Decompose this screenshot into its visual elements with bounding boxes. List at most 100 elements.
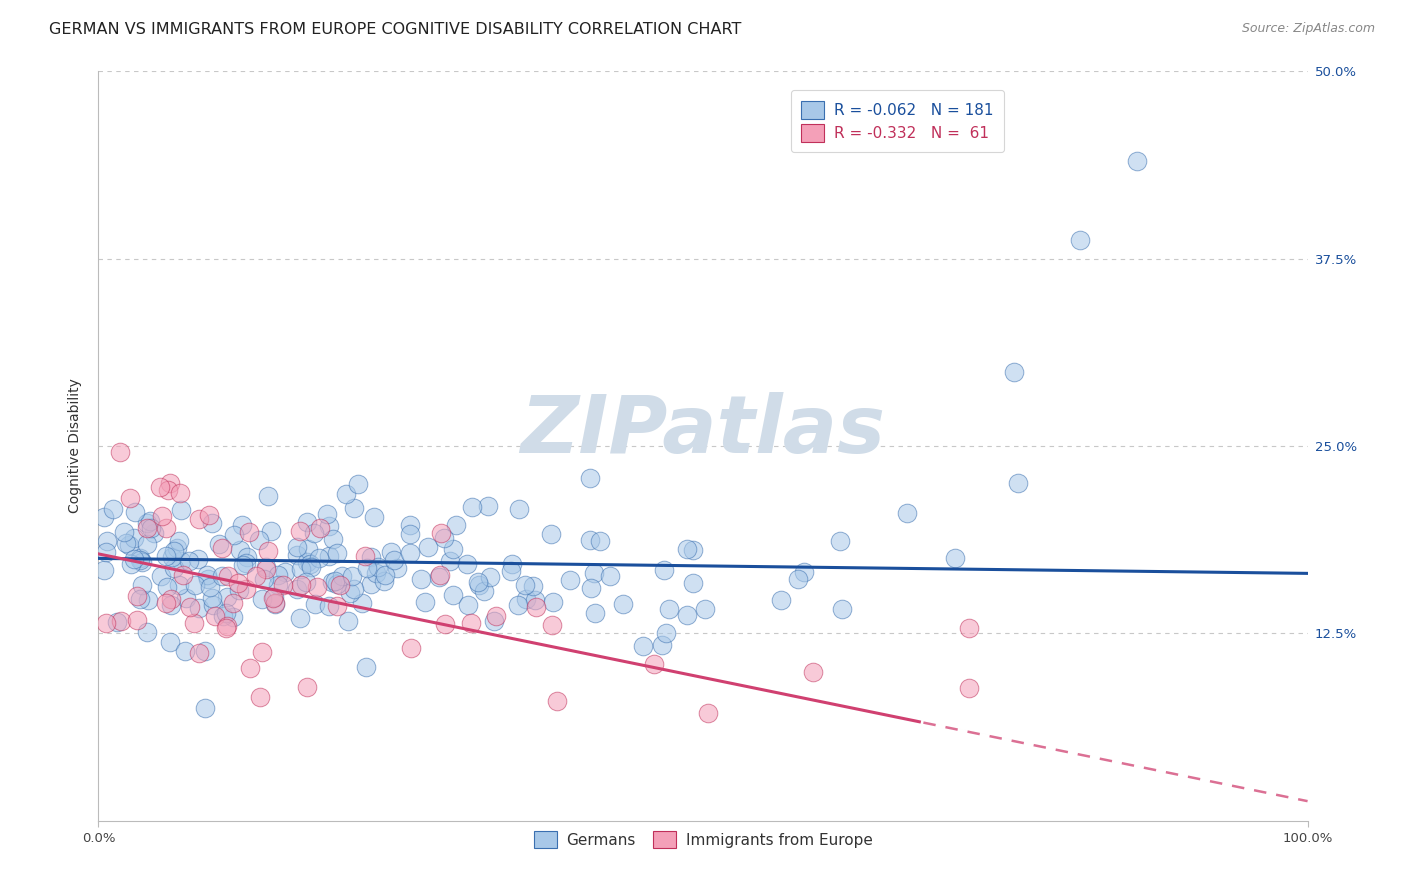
Point	[318, 549, 340, 563]
Point	[211, 541, 233, 555]
Point	[482, 614, 505, 628]
Point	[155, 521, 177, 535]
Point	[163, 561, 186, 575]
Point	[411, 573, 433, 587]
Point	[217, 590, 239, 604]
Point	[441, 541, 464, 556]
Point	[336, 614, 359, 628]
Point	[288, 611, 311, 625]
Point	[297, 555, 319, 569]
Point	[156, 580, 179, 594]
Point	[135, 537, 157, 551]
Point	[325, 546, 347, 560]
Point	[169, 534, 191, 549]
Point	[302, 526, 325, 541]
Point	[540, 527, 562, 541]
Point	[170, 503, 193, 517]
Point	[364, 566, 387, 581]
Point	[467, 574, 489, 589]
Point	[267, 567, 290, 582]
Point	[271, 578, 294, 592]
Point	[229, 542, 252, 557]
Point	[957, 681, 980, 695]
Point	[340, 569, 363, 583]
Point	[444, 517, 467, 532]
Point	[254, 562, 277, 576]
Point	[105, 615, 128, 629]
Point	[478, 569, 501, 583]
Point	[367, 559, 389, 574]
Point	[222, 596, 245, 610]
Point	[232, 558, 254, 572]
Point	[96, 533, 118, 548]
Text: ZIPatlas: ZIPatlas	[520, 392, 886, 470]
Point	[354, 549, 377, 563]
Point	[399, 640, 422, 655]
Point	[118, 491, 141, 505]
Point	[211, 569, 233, 583]
Point	[468, 578, 491, 592]
Point	[174, 591, 197, 606]
Point	[93, 510, 115, 524]
Point	[187, 551, 209, 566]
Point	[433, 531, 456, 545]
Point	[308, 551, 330, 566]
Point	[343, 582, 366, 596]
Point	[675, 607, 697, 622]
Point	[318, 599, 340, 614]
Point	[290, 578, 312, 592]
Point	[326, 599, 349, 613]
Point	[110, 615, 132, 629]
Point	[335, 486, 357, 500]
Point	[339, 586, 361, 600]
Point	[506, 598, 529, 612]
Point	[187, 646, 209, 660]
Point	[346, 476, 368, 491]
Point	[238, 525, 260, 540]
Point	[515, 592, 537, 607]
Point	[398, 518, 420, 533]
Point	[943, 550, 966, 565]
Point	[398, 546, 420, 560]
Point	[354, 660, 377, 674]
Point	[157, 483, 180, 497]
Point	[179, 599, 201, 614]
Point	[252, 592, 274, 607]
Point	[264, 597, 287, 611]
Point	[169, 486, 191, 500]
Point	[188, 511, 211, 525]
Point	[579, 582, 602, 596]
Point	[524, 600, 547, 615]
Point	[541, 618, 564, 632]
Point	[179, 554, 201, 568]
Point	[194, 700, 217, 714]
Point	[456, 557, 478, 571]
Point	[285, 582, 308, 596]
Point	[198, 508, 221, 522]
Point	[657, 602, 679, 616]
Point	[682, 543, 704, 558]
Point	[127, 613, 149, 627]
Point	[522, 579, 544, 593]
Point	[589, 534, 612, 549]
Point	[228, 582, 250, 597]
Point	[323, 574, 346, 589]
Point	[360, 549, 382, 564]
Point	[143, 526, 166, 541]
Point	[429, 568, 451, 582]
Point	[264, 596, 287, 610]
Point	[896, 506, 918, 520]
Y-axis label: Cognitive Disability: Cognitive Disability	[69, 378, 83, 514]
Point	[439, 554, 461, 568]
Point	[1002, 365, 1025, 379]
Point	[290, 562, 312, 576]
Point	[195, 568, 218, 582]
Point	[118, 538, 141, 552]
Point	[304, 597, 326, 611]
Point	[211, 609, 233, 624]
Point	[787, 572, 810, 586]
Legend: Germans, Immigrants from Europe: Germans, Immigrants from Europe	[527, 825, 879, 855]
Point	[204, 609, 226, 624]
Point	[138, 593, 160, 607]
Point	[94, 545, 117, 559]
